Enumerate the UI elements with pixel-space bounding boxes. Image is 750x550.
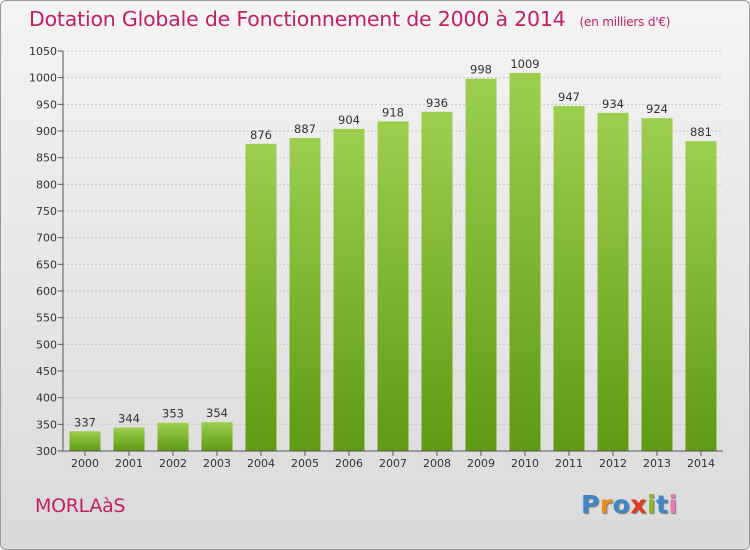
bar-2012[interactable] bbox=[597, 112, 629, 451]
data-label: 354 bbox=[206, 406, 228, 420]
x-tick-label: 2009 bbox=[467, 457, 495, 470]
logo-letter: i bbox=[668, 490, 678, 519]
y-tick-label: 800 bbox=[36, 178, 57, 191]
data-label: 947 bbox=[558, 90, 580, 104]
y-tick-label: 850 bbox=[36, 152, 57, 165]
x-tick-label: 2010 bbox=[511, 457, 539, 470]
bar-2006[interactable] bbox=[333, 128, 365, 451]
chart-title: Dotation Globale de Fonctionnement de 20… bbox=[29, 7, 670, 31]
bar-2003[interactable] bbox=[201, 422, 233, 451]
y-tick-label: 400 bbox=[36, 392, 57, 405]
logo-letter: P bbox=[581, 490, 600, 519]
chart-unit: (en milliers d'€) bbox=[579, 15, 671, 29]
bar-2008[interactable] bbox=[421, 111, 453, 452]
data-label: 353 bbox=[162, 407, 184, 421]
y-tick-label: 750 bbox=[36, 205, 57, 218]
place-name: MORLAàS bbox=[35, 495, 126, 517]
bar-2011[interactable] bbox=[553, 105, 585, 451]
x-tick-label: 2007 bbox=[379, 457, 407, 470]
data-label: 936 bbox=[426, 96, 448, 110]
logo-letter: r bbox=[599, 490, 613, 519]
x-tick-label: 2013 bbox=[643, 457, 671, 470]
data-label: 918 bbox=[382, 105, 404, 119]
data-label: 344 bbox=[118, 412, 140, 426]
data-label: 934 bbox=[602, 97, 624, 111]
y-tick-label: 500 bbox=[36, 338, 57, 351]
x-tick-label: 2014 bbox=[687, 457, 715, 470]
data-label: 924 bbox=[646, 102, 668, 116]
logo-letter: o bbox=[612, 490, 631, 519]
proxiti-logo[interactable]: Proxiti bbox=[581, 490, 678, 519]
bar-2002[interactable] bbox=[157, 422, 189, 451]
y-tick-label: 1050 bbox=[29, 45, 57, 58]
bars: 337 344 353 354 876 887 904 918 936 998 1009 947 934… bbox=[69, 57, 717, 452]
y-tick-label: 600 bbox=[36, 285, 57, 298]
data-label: 881 bbox=[690, 125, 712, 139]
data-label: 998 bbox=[470, 63, 492, 77]
x-tick-label: 2005 bbox=[291, 457, 319, 470]
x-tick-label: 2003 bbox=[203, 457, 231, 470]
bar-2009[interactable] bbox=[465, 78, 497, 451]
logo-letter: x bbox=[630, 490, 647, 519]
axes: 300 350 400 450 500 550 600 650 700 750 800 850 900 9… bbox=[29, 45, 723, 470]
x-tick-label: 2000 bbox=[71, 457, 99, 470]
x-tick-label: 2001 bbox=[115, 457, 143, 470]
y-tick-label: 1000 bbox=[29, 72, 57, 85]
x-tick-label: 2008 bbox=[423, 457, 451, 470]
bar-2007[interactable] bbox=[377, 121, 409, 452]
x-tick-label: 2002 bbox=[159, 457, 187, 470]
y-tick-label: 300 bbox=[36, 445, 57, 458]
y-tick-label: 650 bbox=[36, 258, 57, 271]
bar-2005[interactable] bbox=[289, 137, 321, 451]
x-tick-label: 2004 bbox=[247, 457, 275, 470]
data-label: 904 bbox=[338, 113, 360, 127]
x-tick-label: 2006 bbox=[335, 457, 363, 470]
bar-2010[interactable] bbox=[509, 72, 541, 451]
y-tick-label: 550 bbox=[36, 312, 57, 325]
x-tick-label: 2011 bbox=[555, 457, 583, 470]
y-tick-label: 900 bbox=[36, 125, 57, 138]
data-label: 1009 bbox=[510, 57, 539, 71]
bar-2004[interactable] bbox=[245, 143, 277, 452]
chart-title-text: Dotation Globale de Fonctionnement de 20… bbox=[29, 7, 566, 31]
bar-2013[interactable] bbox=[641, 118, 673, 451]
y-tick-label: 700 bbox=[36, 232, 57, 245]
bar-2014[interactable] bbox=[685, 141, 717, 451]
y-tick-label: 350 bbox=[36, 418, 57, 431]
data-label: 887 bbox=[294, 122, 316, 136]
bar-2001[interactable] bbox=[113, 427, 145, 451]
y-tick-label: 950 bbox=[36, 98, 57, 111]
logo-letter: i bbox=[647, 490, 657, 519]
data-label: 337 bbox=[74, 415, 96, 429]
bar-2000[interactable] bbox=[69, 431, 101, 451]
logo-letter: t bbox=[656, 490, 669, 519]
data-label: 876 bbox=[250, 128, 272, 142]
y-tick-label: 450 bbox=[36, 365, 57, 378]
x-tick-label: 2012 bbox=[599, 457, 627, 470]
